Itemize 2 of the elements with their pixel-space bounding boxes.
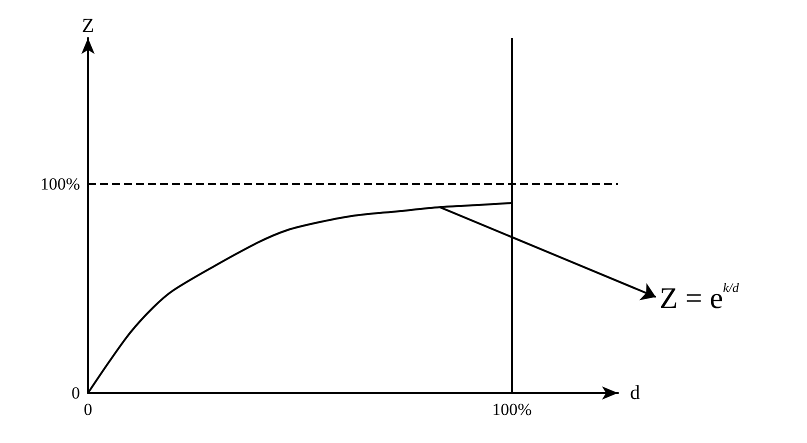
- y-axis-title: Z: [82, 15, 94, 37]
- x-axis-title: d: [630, 382, 640, 404]
